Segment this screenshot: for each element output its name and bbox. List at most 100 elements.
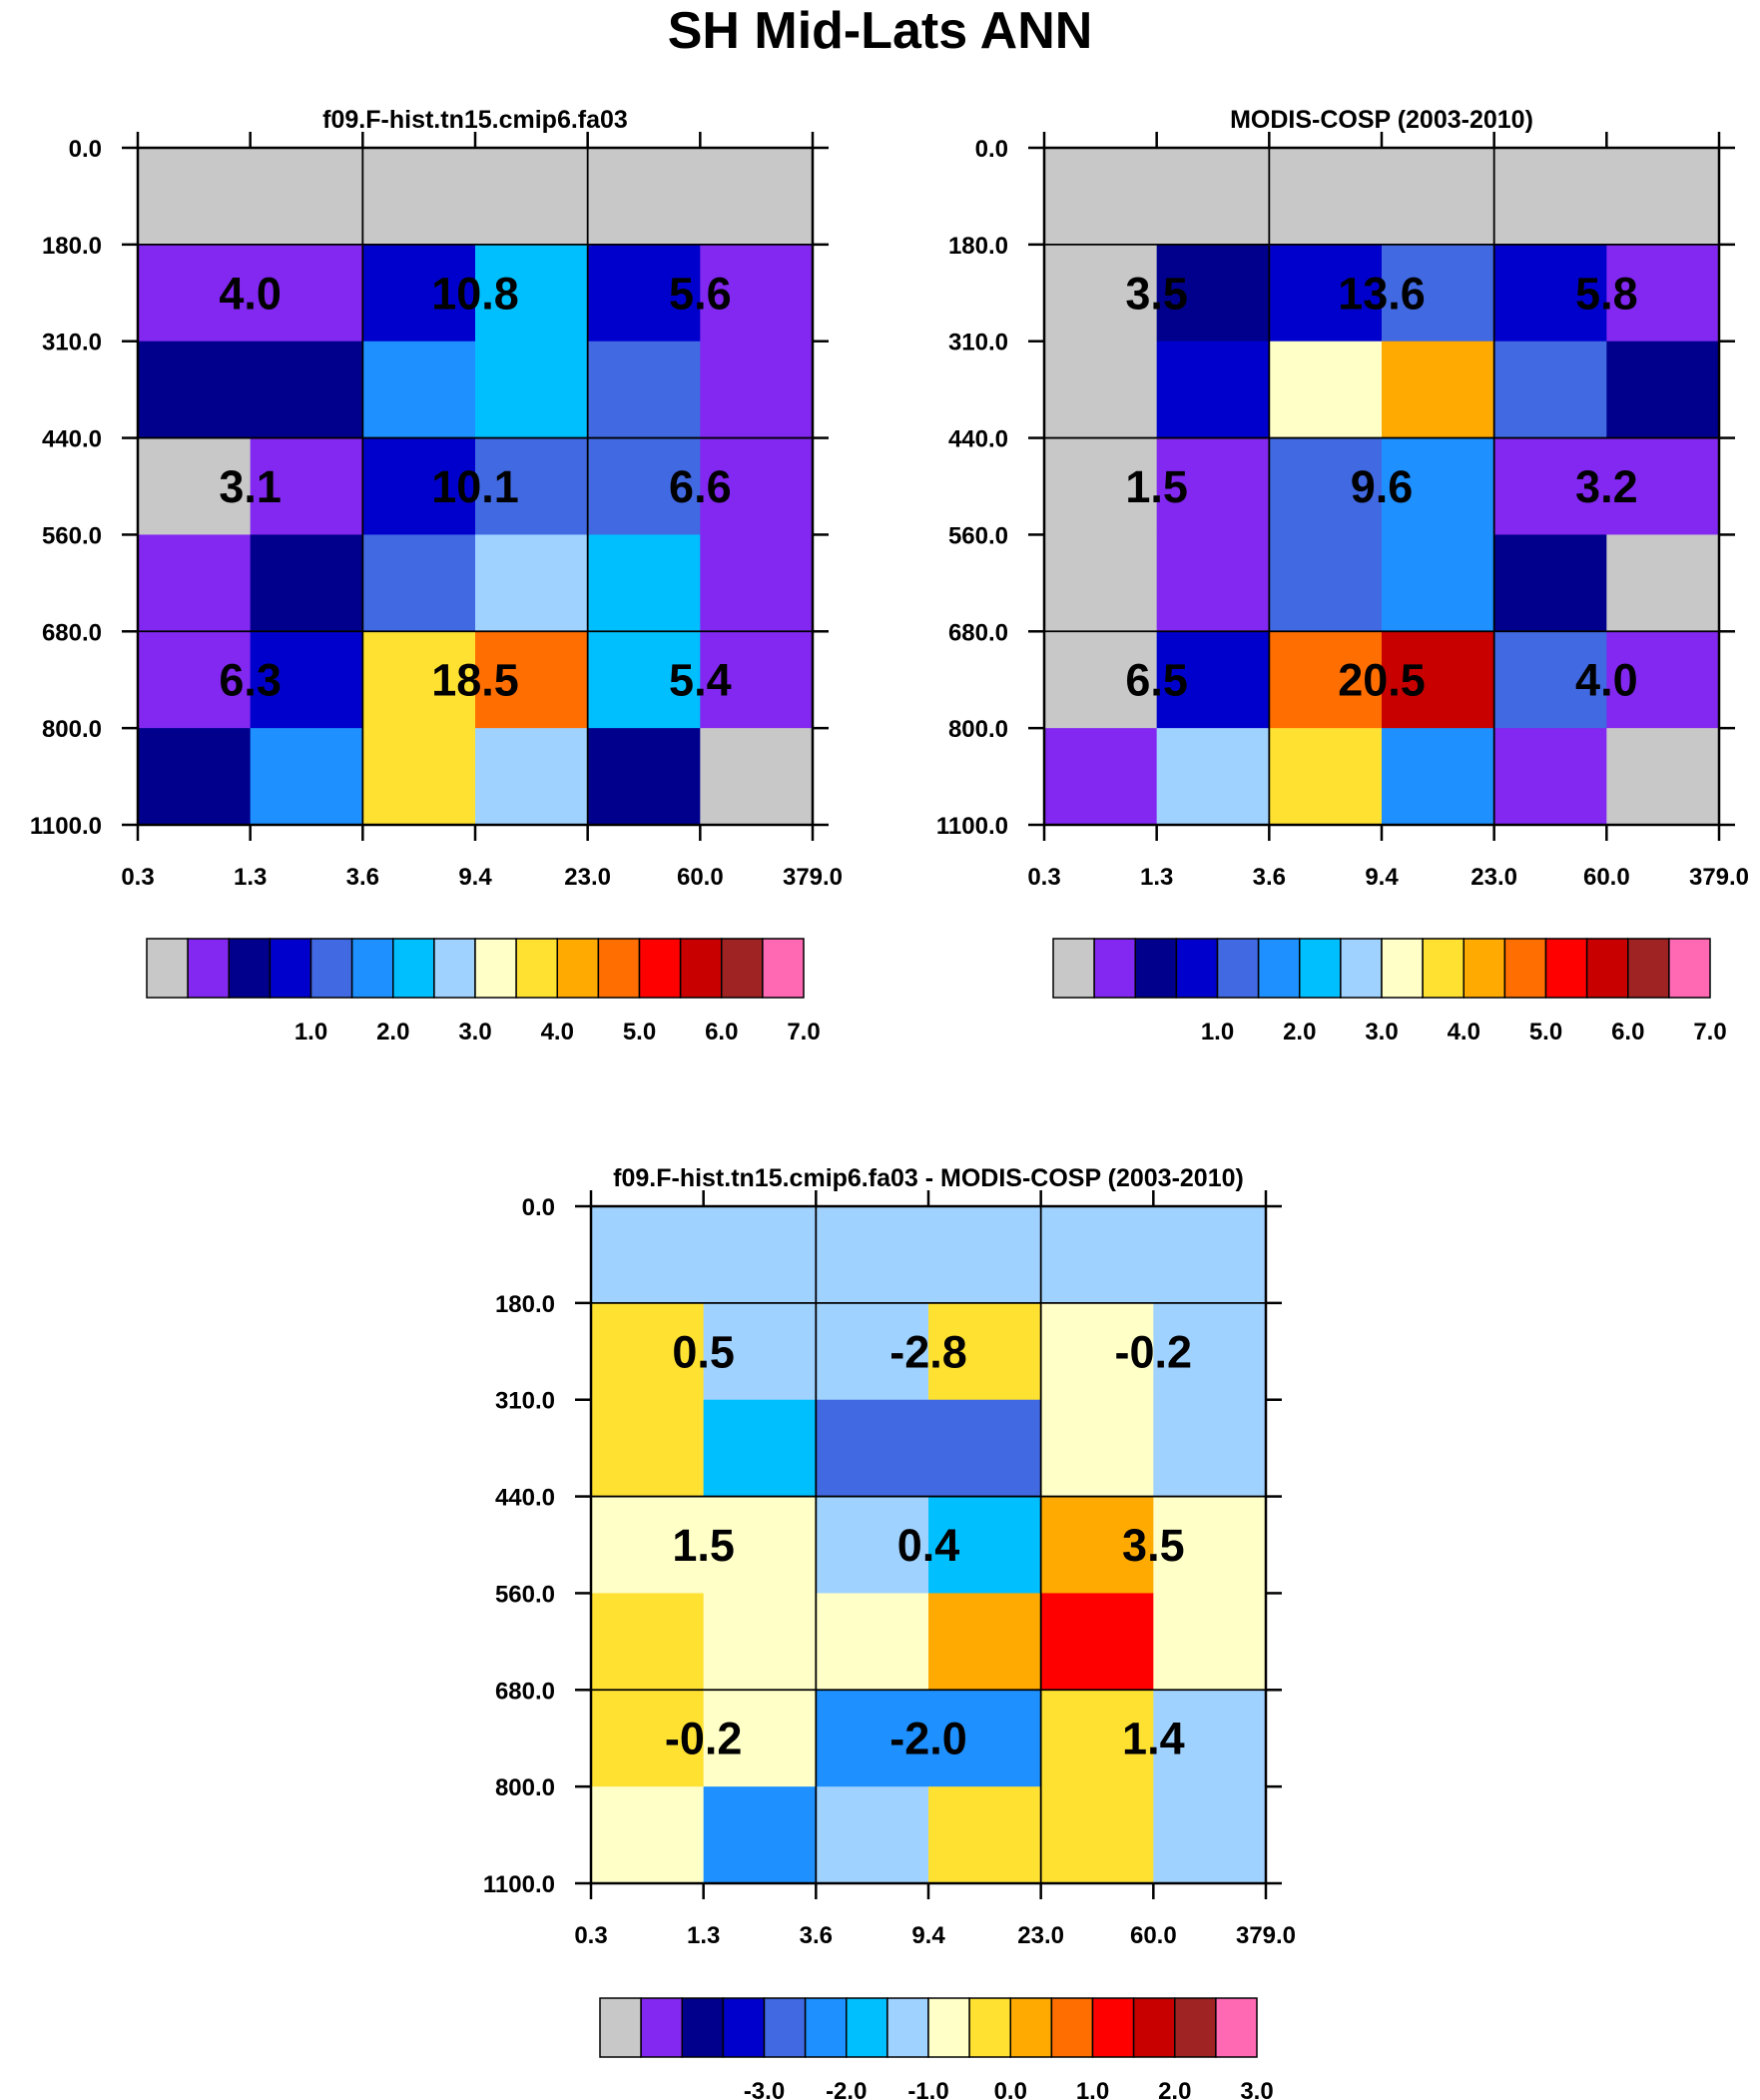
colorbar-swatch xyxy=(146,938,189,999)
heatmap-cell xyxy=(1044,728,1158,826)
heatmap-cell xyxy=(1493,341,1607,439)
colorbar-swatch xyxy=(722,1997,766,2058)
heatmap-cell xyxy=(703,1399,817,1498)
heatmap-cell xyxy=(1040,1593,1154,1691)
heatmap-cell xyxy=(1156,341,1270,439)
heatmap-cell xyxy=(1493,631,1607,729)
box-value-label: -0.2 xyxy=(1115,1326,1193,1377)
heatmap-cell xyxy=(475,244,589,343)
x-tick-label: 60.0 xyxy=(1583,864,1630,891)
colorbar-label: -1.0 xyxy=(907,2078,948,2100)
x-tick-label: 1.3 xyxy=(234,864,267,891)
x-tick-label: 379.0 xyxy=(783,864,843,891)
box-value-label: 3.2 xyxy=(1575,461,1638,512)
heatmap-cell xyxy=(1040,1302,1154,1401)
colorbar-label: 7.0 xyxy=(1693,1019,1726,1046)
colorbar-swatch xyxy=(1050,1997,1094,2058)
colorbar-swatch xyxy=(1422,938,1465,999)
x-tick-label: 23.0 xyxy=(1017,1922,1064,1949)
heatmap-cell xyxy=(1269,244,1383,343)
heatmap-cell xyxy=(475,728,589,826)
heatmap-cell xyxy=(1269,631,1383,729)
heatmap-cell xyxy=(475,534,589,632)
heatmap-cell xyxy=(703,1690,817,1787)
colorbar-label: 6.0 xyxy=(1611,1019,1644,1046)
colorbar-swatch xyxy=(968,1997,1011,2058)
heatmap-cell xyxy=(1606,728,1720,826)
heatmap-cell xyxy=(1153,1786,1267,1884)
heatmap-cell xyxy=(928,1496,1042,1595)
box-value-label: 6.3 xyxy=(219,655,282,706)
x-tick-label: 60.0 xyxy=(1130,1922,1177,1949)
heatmap-cell xyxy=(1493,534,1607,632)
y-tick-label: 180.0 xyxy=(42,233,102,260)
heatmap-cell xyxy=(1382,437,1495,536)
heatmap-cell xyxy=(928,1690,1042,1787)
heatmap-cell xyxy=(1269,341,1383,439)
colorbar-swatch xyxy=(1668,938,1711,999)
heatmap-cell xyxy=(587,148,701,246)
heatmap-cell xyxy=(1606,631,1720,729)
heatmap-cell xyxy=(362,631,476,729)
colorbar-swatch xyxy=(474,938,517,999)
colorbar-swatch xyxy=(269,938,312,999)
y-tick-label: 1100.0 xyxy=(483,1871,555,1898)
heatmap-cell xyxy=(587,341,701,439)
heatmap-cell xyxy=(591,1690,705,1787)
y-tick-label: 1100.0 xyxy=(30,813,102,840)
heatmap-cell xyxy=(1156,728,1270,826)
x-tick-label: 379.0 xyxy=(1236,1922,1296,1949)
heatmap-cell xyxy=(1044,437,1158,536)
box-value-label: 5.4 xyxy=(669,655,732,706)
heatmap-cell xyxy=(928,1593,1042,1691)
heatmap-cell xyxy=(1606,244,1720,343)
heatmap-cell xyxy=(1040,1399,1154,1498)
x-tick-label: 9.4 xyxy=(458,864,492,891)
colorbar-label: -3.0 xyxy=(744,2078,785,2100)
box-value-label: 1.5 xyxy=(672,1520,735,1571)
heatmap-cell xyxy=(1153,1302,1267,1401)
heatmap-cell xyxy=(1044,244,1158,343)
heatmap-cell xyxy=(1269,534,1383,632)
heatmap-cell xyxy=(138,341,252,439)
x-tick-label: 9.4 xyxy=(911,1922,945,1949)
y-tick-label: 560.0 xyxy=(42,522,102,549)
heatmap-cell xyxy=(1040,1206,1154,1304)
heatmap-cell xyxy=(816,1593,929,1691)
colorbar-swatch xyxy=(187,938,230,999)
box-value-label: 6.5 xyxy=(1125,655,1188,706)
heatmap-cell xyxy=(1156,437,1270,536)
heatmap-cell xyxy=(250,244,363,343)
heatmap-cell xyxy=(700,244,814,343)
colorbar-label: 7.0 xyxy=(787,1019,820,1046)
colorbar-swatch xyxy=(1009,1997,1053,2058)
y-tick-label: 180.0 xyxy=(948,233,1008,260)
colorbar-label: 4.0 xyxy=(1448,1019,1480,1046)
heatmap-cell xyxy=(703,1496,817,1595)
colorbar-label: 2.0 xyxy=(1283,1019,1316,1046)
heatmap-cell xyxy=(1156,534,1270,632)
colorbar-swatch xyxy=(763,1997,807,2058)
colorbar-swatch xyxy=(1585,938,1629,999)
heatmap-cell xyxy=(1044,631,1158,729)
heatmap-cell xyxy=(250,631,363,729)
box-value-label: 0.4 xyxy=(897,1520,960,1571)
box-value-label: 4.0 xyxy=(219,268,282,319)
panel-observations: MODIS-COSP (2003-2010) 0.0 180.0 310.0 440.0… xyxy=(936,106,1749,1046)
colorbar-swatch xyxy=(638,938,682,999)
heatmap-cell xyxy=(587,631,701,729)
heatmap-cell xyxy=(1606,341,1720,439)
box-value-label: -2.8 xyxy=(889,1326,967,1377)
x-tick-label: 23.0 xyxy=(1470,864,1517,891)
heatmap-cell xyxy=(591,1593,705,1691)
colorbar-swatch xyxy=(1544,938,1588,999)
colorbar-swatch xyxy=(1132,1997,1176,2058)
y-tick-label: 0.0 xyxy=(69,136,102,163)
x-tick-label: 1.3 xyxy=(1140,864,1173,891)
panel-difference: f09.F-hist.tn15.cmip6.fa03 - MODIS-COSP … xyxy=(483,1164,1296,2100)
box-value-label: -2.0 xyxy=(889,1714,967,1764)
colorbar-swatch xyxy=(679,938,723,999)
colorbar-label: 5.0 xyxy=(1529,1019,1562,1046)
heatmap-cell xyxy=(1606,437,1720,536)
y-tick-label: 560.0 xyxy=(495,1581,555,1608)
